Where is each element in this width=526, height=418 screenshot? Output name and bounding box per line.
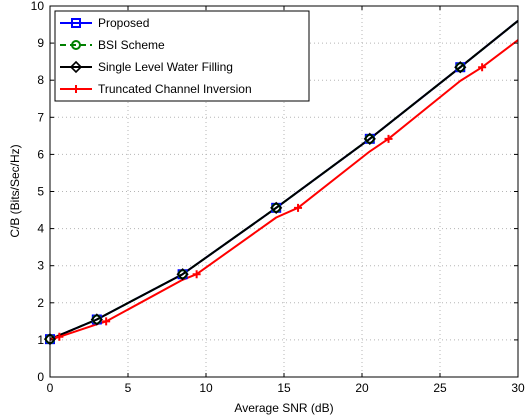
data-point-plus	[478, 63, 487, 72]
data-point-diamond	[270, 201, 283, 214]
y-tick-label: 9	[37, 36, 44, 50]
series-line-single-level-water-filling	[49, 20, 519, 341]
y-tick-label: 1	[37, 333, 44, 347]
y-tick-label: 4	[37, 222, 44, 236]
data-point-diamond	[90, 313, 103, 326]
legend-box	[54, 10, 310, 102]
data-point-plus	[72, 85, 80, 93]
y-tick-label: 7	[37, 110, 44, 124]
data-point-square	[71, 18, 81, 28]
y-tick-label: 10	[31, 0, 45, 13]
x-tick-label: 30	[511, 381, 525, 395]
data-point-plus	[294, 203, 303, 212]
y-tick-label: 3	[37, 259, 44, 273]
legend-entry-label: BSI Scheme	[98, 38, 165, 52]
y-tick-label: 8	[37, 73, 44, 87]
axis-ticks	[49, 5, 519, 378]
x-axis-label: Average SNR (dB)	[234, 401, 333, 415]
data-point-plus	[384, 134, 393, 143]
data-point-diamond	[454, 61, 467, 74]
legend-entry-label: Truncated Channel Inversion	[98, 82, 252, 96]
y-tick-label: 0	[37, 370, 44, 384]
y-tick-label: 6	[37, 147, 44, 161]
data-point-plus	[102, 317, 111, 326]
legend-entry-label: Proposed	[98, 16, 149, 30]
tick-labels: 0 5 10 15 20 25 30 0 1 2 3 4 5 6 7 8 9 10	[31, 0, 525, 395]
data-point-diamond	[363, 132, 376, 145]
y-tick-label: 2	[37, 296, 44, 310]
data-point-diamond	[69, 60, 83, 74]
x-tick-label: 5	[125, 381, 132, 395]
x-tick-label: 20	[355, 381, 369, 395]
legend: Proposed BSI Scheme Single Level Water Fil…	[54, 10, 310, 102]
y-tick-label: 5	[37, 185, 44, 199]
y-axis-label: C/B (Bits/Sec/Hz)	[8, 144, 22, 237]
x-tick-label: 15	[277, 381, 291, 395]
x-tick-label: 10	[199, 381, 213, 395]
data-point-plus	[192, 270, 201, 279]
x-tick-label: 0	[47, 381, 54, 395]
data-point-plus	[55, 332, 64, 341]
legend-entry-label: Single Level Water Filling	[98, 60, 233, 74]
data-point-circle	[71, 40, 81, 50]
data-point-diamond	[176, 268, 189, 281]
x-tick-label: 25	[433, 381, 447, 395]
